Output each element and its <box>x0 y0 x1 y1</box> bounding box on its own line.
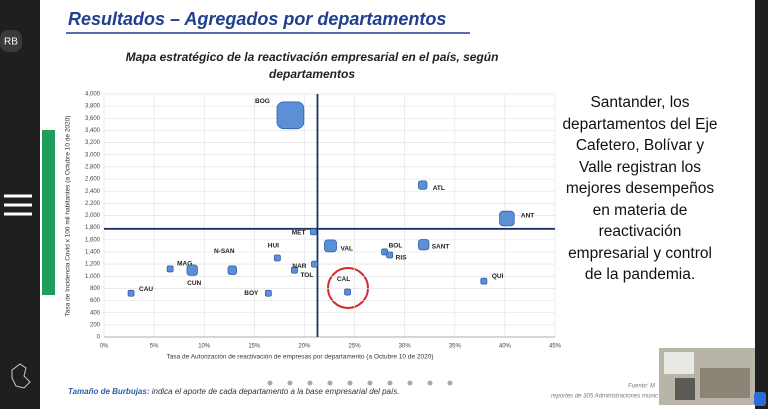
bubble <box>227 265 237 275</box>
point-label: BOY <box>244 290 259 297</box>
chart-title-2: departamentos <box>269 67 355 81</box>
point-label: SANT <box>432 243 450 250</box>
point-label: HUI <box>268 243 279 250</box>
bubble <box>480 277 488 285</box>
x-tick-label: 10% <box>198 344 211 350</box>
info-button[interactable] <box>754 392 766 406</box>
x-tick-label: 45% <box>549 344 562 350</box>
point-label: VAL <box>341 246 354 253</box>
y-tick-label: 200 <box>90 322 101 328</box>
right-panel <box>755 0 768 409</box>
point-label: MET <box>292 230 306 237</box>
y-tick-label: 3,600 <box>85 116 101 122</box>
x-axis-label: Tasa de Autorización de reactivación de … <box>166 354 433 361</box>
point-label: CAL <box>337 276 350 283</box>
bubble <box>264 289 272 297</box>
badge: RB <box>4 37 18 48</box>
side-text: Santander, los departamentos del Eje Caf… <box>562 94 718 283</box>
bubble <box>499 210 515 227</box>
bubble <box>166 265 174 273</box>
x-tick-label: 0% <box>100 344 109 350</box>
y-tick-label: 2,600 <box>85 177 101 183</box>
heading: Resultados – Agregados por departamentos <box>68 9 446 29</box>
accent-bar <box>42 130 55 295</box>
y-tick-label: 4,000 <box>85 92 101 98</box>
bubble <box>418 180 428 190</box>
footer-label: Tamaño de Burbujas: <box>68 387 150 396</box>
y-tick-label: 1,200 <box>85 262 101 268</box>
point-label: RIS <box>396 255 408 262</box>
x-tick-label: 40% <box>499 344 512 350</box>
y-tick-label: 0 <box>97 335 101 341</box>
point-label: MAG <box>177 261 192 268</box>
y-axis-label: Tasa de Incidencia Covid x 100 mil habit… <box>65 116 72 317</box>
bubble <box>127 289 135 297</box>
y-tick-label: 3,200 <box>85 140 101 146</box>
point-label: ANT <box>521 212 534 219</box>
highlight-circle <box>327 267 369 309</box>
point-label: BOL <box>389 243 403 250</box>
bubble <box>291 266 298 274</box>
point-label: NAR <box>292 263 306 270</box>
footer: Tamaño de Burbujas: indica el aporte de … <box>68 387 399 396</box>
point-label: CAU <box>139 286 153 293</box>
x-tick-label: 25% <box>349 344 362 350</box>
y-tick-label: 3,800 <box>85 104 101 110</box>
y-tick-label: 400 <box>90 310 101 316</box>
bubble <box>273 254 281 262</box>
bubble <box>418 239 430 251</box>
bubble <box>324 239 337 253</box>
point-label: ATL <box>433 185 445 192</box>
y-tick-label: 2,000 <box>85 213 101 219</box>
bubble <box>276 101 305 130</box>
x-tick-label: 15% <box>248 344 261 350</box>
footer-text: indica el aporte de cada departamento a … <box>150 387 400 396</box>
y-tick-label: 800 <box>90 286 101 292</box>
source-2: reportes de 305 Administraciones munic <box>551 394 658 400</box>
video-thumbnail[interactable] <box>659 348 755 405</box>
bubble <box>310 228 317 236</box>
x-tick-label: 5% <box>150 344 159 350</box>
point-label: BOG <box>255 98 270 105</box>
y-tick-label: 600 <box>90 298 101 304</box>
bubble <box>186 264 198 276</box>
point-label: N-SAN <box>214 248 235 255</box>
y-tick-label: 3,000 <box>85 152 101 158</box>
y-tick-label: 1,800 <box>85 225 101 231</box>
menu-icon[interactable] <box>4 194 32 216</box>
bubble <box>311 260 318 268</box>
y-tick-label: 2,800 <box>85 164 101 170</box>
y-tick-label: 1,400 <box>85 250 101 256</box>
x-tick-label: 30% <box>399 344 412 350</box>
badge-bg <box>0 30 22 52</box>
y-tick-label: 2,400 <box>85 189 101 195</box>
x-tick-label: 35% <box>449 344 462 350</box>
point-label: TOL <box>300 272 313 279</box>
y-tick-label: 2,200 <box>85 201 101 207</box>
map-icon <box>11 363 31 389</box>
y-tick-label: 3,400 <box>85 128 101 134</box>
bubble <box>344 288 351 296</box>
point-label: CUN <box>187 280 201 287</box>
bubble <box>386 251 394 259</box>
point-label: QUI <box>492 273 504 280</box>
chart-title-1: Mapa estratégico de la reactivación empr… <box>126 50 499 64</box>
y-tick-label: 1,600 <box>85 237 101 243</box>
y-tick-label: 1,000 <box>85 274 101 280</box>
source-1: Fuente: M <box>628 384 655 390</box>
x-tick-label: 20% <box>298 344 311 350</box>
slide-dots <box>267 380 453 386</box>
